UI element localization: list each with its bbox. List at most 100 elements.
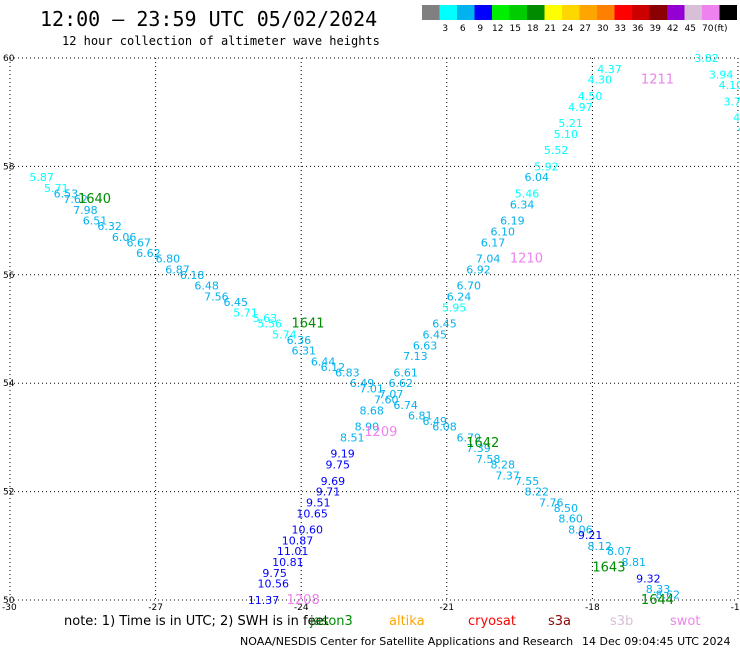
chart-subtitle: 12 hour collection of altimeter wave hei… bbox=[62, 34, 380, 48]
legend-label: 33 bbox=[615, 24, 626, 34]
swh-value: 6.67 bbox=[126, 236, 151, 249]
x-tick-label: -27 bbox=[148, 603, 163, 613]
legend-label: 24 bbox=[562, 24, 574, 34]
legend-swatch bbox=[702, 5, 720, 20]
swh-value: 11.37 bbox=[248, 594, 280, 607]
swh-value: 6.44 bbox=[311, 356, 336, 369]
y-tick-label: 52 bbox=[3, 488, 14, 498]
legend-swatch bbox=[422, 5, 440, 20]
legend-swatch bbox=[614, 5, 632, 20]
swh-value: 10.81 bbox=[272, 556, 304, 569]
note-text: note: 1) Time is in UTC; 2) SWH is in fe… bbox=[64, 614, 329, 629]
footer-credit: NOAA/NESDIS Center for Satellite Applica… bbox=[240, 635, 573, 648]
swh-value: 7.04 bbox=[476, 253, 501, 266]
swh-value: 4.37 bbox=[597, 63, 622, 76]
axis-ticks: -30 -27 -24 -21 -18 -15 50 52 54 56 58 60 bbox=[2, 54, 740, 613]
legend-label: 12 bbox=[492, 24, 503, 34]
swh-value: 8.81 bbox=[622, 556, 647, 569]
legend-swatch bbox=[509, 5, 527, 20]
swh-value: 6.62 bbox=[389, 377, 414, 390]
swh-value: 6.49 bbox=[423, 415, 448, 428]
swh-value: 3.82 bbox=[694, 52, 719, 65]
swh-value: 6.06 bbox=[112, 231, 137, 244]
swh-value: 8.33 bbox=[646, 583, 671, 596]
legend-label: 42 bbox=[667, 24, 678, 34]
time-label: 1208 bbox=[287, 593, 320, 608]
swh-value: 6.04 bbox=[524, 171, 549, 184]
swh-value: 6.92 bbox=[466, 263, 491, 276]
swh-value: 6.12 bbox=[321, 361, 346, 374]
plot-area bbox=[10, 58, 738, 600]
swh-value: 7.37 bbox=[495, 469, 520, 482]
swh-value: 5.95 bbox=[442, 301, 467, 314]
data-points: 5.875.716.537.627.986.516.326.066.676.62… bbox=[29, 52, 740, 607]
satellite-label: swot bbox=[670, 614, 700, 629]
swh-value: 11.01 bbox=[277, 545, 309, 558]
satellite-label: jason3 bbox=[309, 614, 353, 629]
swh-value: 8.62 bbox=[655, 589, 680, 602]
swh-value: 8.07 bbox=[607, 545, 632, 558]
chart-title: 12:00 – 23:59 UTC 05/02/2024 bbox=[40, 7, 377, 31]
legend-label: 30 bbox=[597, 24, 609, 34]
swh-value: 7.13 bbox=[403, 350, 428, 363]
swh-value: 6.19 bbox=[500, 215, 524, 228]
swh-value: 8.60 bbox=[558, 513, 583, 526]
x-tick-label: -21 bbox=[439, 603, 454, 613]
swh-value: 5.52 bbox=[544, 144, 569, 157]
swh-value: 9.19 bbox=[330, 448, 355, 461]
swh-value: 6.24 bbox=[447, 290, 472, 303]
swh-value: 6.45 bbox=[423, 328, 448, 341]
swh-value: 4.10 bbox=[719, 79, 740, 92]
swh-value: 4.71 bbox=[738, 122, 740, 135]
legend-label: 70 bbox=[702, 24, 714, 34]
legend-swatch bbox=[719, 5, 737, 20]
swh-value: 6.81 bbox=[408, 410, 433, 423]
swh-value: 4.30 bbox=[588, 74, 613, 87]
swh-value: 6.45 bbox=[432, 318, 457, 331]
swh-value: 6.48 bbox=[194, 280, 219, 293]
y-tick-label: 54 bbox=[3, 379, 15, 389]
satellite-legend: jason3 altika cryosat s3a s3b swot bbox=[309, 614, 700, 629]
time-label: 1641 bbox=[291, 317, 324, 332]
swh-value: 7.60 bbox=[374, 393, 399, 406]
legend-label: 6 bbox=[460, 24, 466, 34]
swh-value: 6.51 bbox=[83, 215, 108, 228]
legend-swatch bbox=[474, 5, 492, 20]
legend-label: 36 bbox=[632, 24, 644, 34]
swh-value: 5.71 bbox=[233, 307, 258, 320]
swh-value: 4.50 bbox=[578, 90, 603, 103]
legend-label: 21 bbox=[545, 24, 556, 34]
swh-value: 6.79 bbox=[457, 431, 482, 444]
swh-value: 7.62 bbox=[63, 193, 88, 206]
y-tick-label: 60 bbox=[3, 54, 15, 64]
swh-value: 10.56 bbox=[258, 578, 290, 591]
legend-swatch bbox=[439, 5, 457, 20]
time-label: 1210 bbox=[510, 252, 543, 267]
swh-value: 8.12 bbox=[588, 540, 613, 553]
swh-value: 7.39 bbox=[466, 442, 491, 455]
y-tick-label: 58 bbox=[3, 162, 15, 172]
legend-label: 3 bbox=[442, 24, 448, 34]
legend-swatch bbox=[632, 5, 650, 20]
legend-label: 9 bbox=[477, 24, 483, 34]
swh-value: 6.32 bbox=[97, 220, 122, 233]
legend-swatch bbox=[684, 5, 702, 20]
legend-swatch bbox=[457, 5, 475, 20]
swh-value: 5.21 bbox=[558, 117, 583, 130]
swh-value: 3.70 bbox=[723, 95, 740, 108]
swh-value: 10.60 bbox=[291, 524, 323, 537]
swh-value: 5.74 bbox=[272, 328, 297, 341]
legend-label: 15 bbox=[510, 24, 521, 34]
footer-timestamp: 14 Dec 09:04:45 UTC 2024 bbox=[582, 635, 730, 648]
swh-value: 7.55 bbox=[515, 475, 540, 488]
swh-value: 5.10 bbox=[554, 128, 579, 141]
swh-value: 6.80 bbox=[156, 253, 181, 266]
color-legend: 3 6 9 12 15 18 21 24 27 30 33 36 39 42 45 70 bbox=[422, 5, 737, 34]
swh-value: 6.49 bbox=[350, 377, 375, 390]
swh-value: 9.69 bbox=[321, 475, 346, 488]
legend-label: 39 bbox=[650, 24, 662, 34]
swh-value: 6.18 bbox=[180, 269, 205, 282]
swh-value: 8.50 bbox=[554, 502, 579, 515]
swh-value: 6.63 bbox=[413, 339, 438, 352]
swh-value: 9.51 bbox=[306, 496, 331, 509]
